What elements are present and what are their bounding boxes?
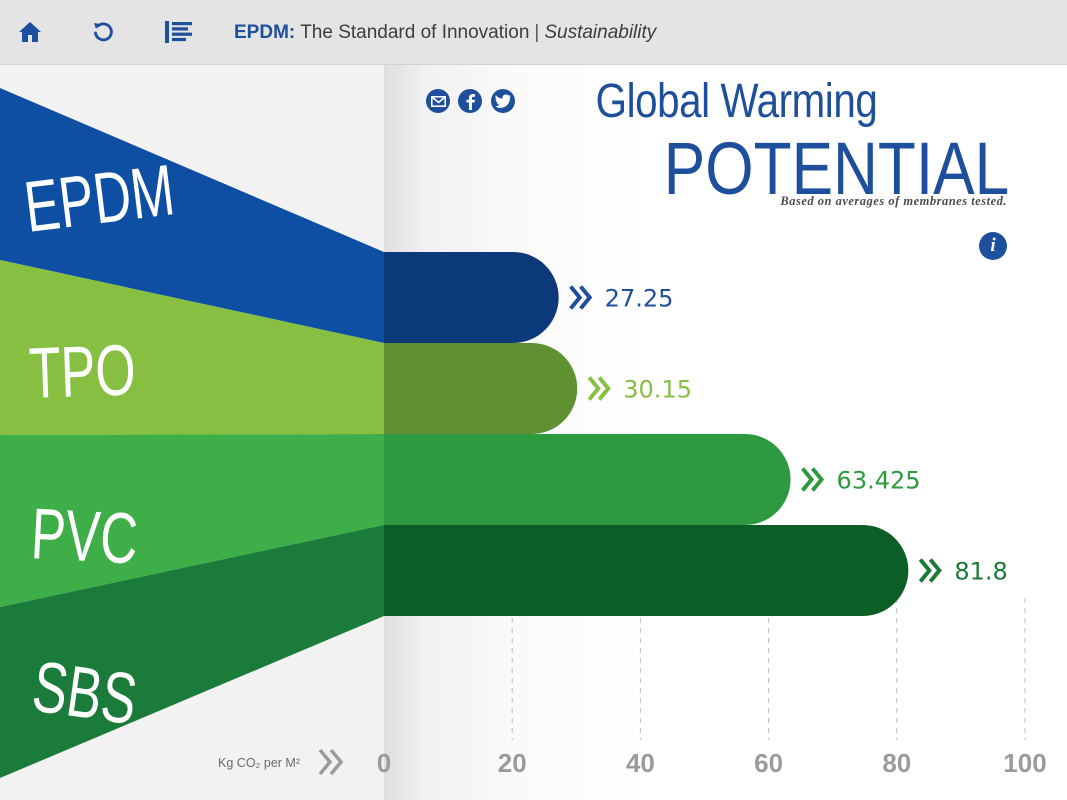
tick-label-0: 0 bbox=[377, 748, 391, 778]
value-chevron-icon-epdm bbox=[569, 285, 593, 310]
bar-epdm bbox=[384, 252, 559, 343]
twitter-icon bbox=[495, 94, 511, 108]
section-label: Sustainability bbox=[544, 22, 657, 43]
info-button[interactable]: i bbox=[979, 232, 1007, 260]
category-label-tpo: TPO bbox=[28, 330, 137, 414]
brand-label: EPDM: bbox=[234, 22, 296, 43]
value-label-sbs: 81.8 bbox=[954, 558, 1007, 586]
tick-label-80: 80 bbox=[882, 748, 911, 778]
tick-label-20: 20 bbox=[498, 748, 527, 778]
category-label-epdm: EPDM bbox=[20, 150, 178, 248]
menu-button[interactable] bbox=[161, 14, 197, 50]
facebook-icon bbox=[466, 93, 475, 110]
bar-sbs bbox=[384, 525, 909, 616]
list-menu-icon bbox=[165, 21, 192, 43]
tick-label-40: 40 bbox=[626, 748, 655, 778]
category-band-sbs bbox=[0, 525, 384, 778]
bar-tpo bbox=[384, 343, 578, 434]
refresh-icon bbox=[94, 22, 113, 42]
facebook-share-button[interactable] bbox=[458, 89, 482, 113]
chart-title-line1: Global Warming bbox=[595, 75, 877, 128]
value-chevron-icon-pvc bbox=[801, 467, 825, 492]
chart-subtitle: Based on averages of membranes tested. bbox=[780, 194, 1007, 208]
title-separator: | bbox=[534, 22, 540, 43]
home-button[interactable] bbox=[12, 14, 48, 50]
category-band-pvc bbox=[0, 434, 384, 607]
top-toolbar: EPDM: The Standard of Innovation | Sustain… bbox=[0, 0, 1067, 65]
category-label-pvc: PVC bbox=[29, 494, 140, 580]
chart-title-line2: POTENTIAL bbox=[663, 127, 1009, 210]
twitter-share-button[interactable] bbox=[491, 89, 515, 113]
value-label-pvc: 63.425 bbox=[837, 467, 921, 495]
category-band-tpo bbox=[0, 260, 384, 435]
bar-pvc bbox=[384, 434, 791, 525]
title-label: The Standard of Innovation bbox=[300, 22, 530, 43]
value-label-epdm: 27.25 bbox=[605, 285, 674, 313]
email-share-button[interactable] bbox=[426, 89, 450, 113]
category-label-sbs: SBS bbox=[28, 646, 142, 740]
info-icon: i bbox=[990, 235, 996, 256]
value-chevron-icon-tpo bbox=[587, 376, 611, 401]
value-chevron-icon-sbs bbox=[918, 558, 942, 583]
value-label-tpo: 30.15 bbox=[623, 376, 692, 404]
home-icon bbox=[19, 22, 41, 42]
x-axis-unit-label: Kg CO₂ per M² bbox=[218, 756, 300, 770]
refresh-button[interactable] bbox=[85, 14, 121, 50]
tick-label-100: 100 bbox=[1003, 748, 1046, 778]
page-title: EPDM: The Standard of Innovation | Sustain… bbox=[234, 22, 656, 44]
tick-label-60: 60 bbox=[754, 748, 783, 778]
x-axis-chevron-icon bbox=[318, 748, 344, 776]
category-band-epdm bbox=[0, 88, 384, 343]
email-icon bbox=[430, 95, 446, 107]
